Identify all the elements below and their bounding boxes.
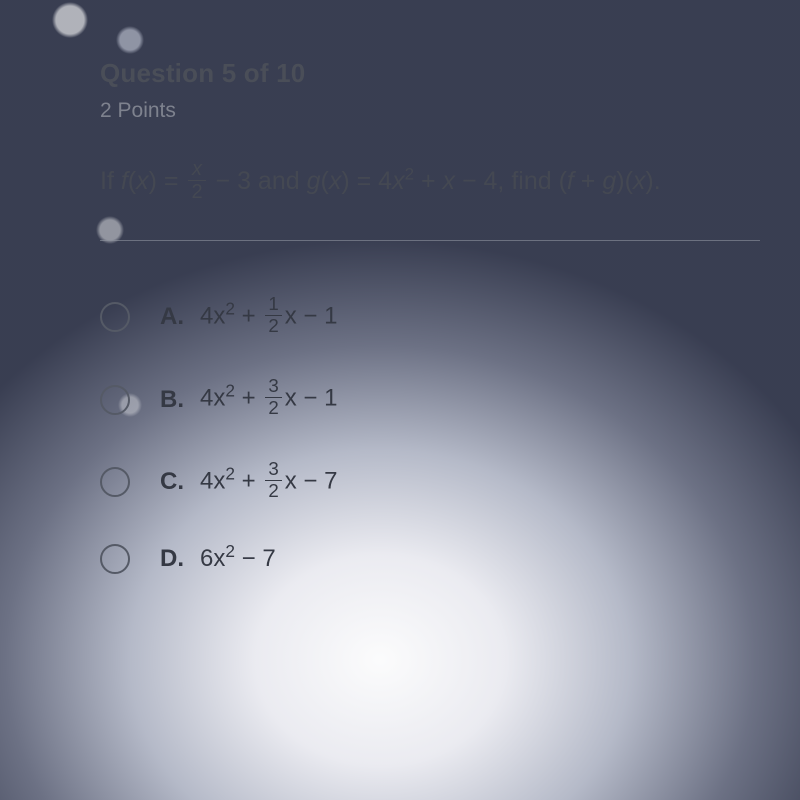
choice-expression: 4x2 + 32x − 1 bbox=[200, 379, 337, 419]
radio-icon[interactable] bbox=[100, 302, 130, 332]
question-title: Question 5 of 10 bbox=[100, 58, 800, 89]
radio-icon[interactable] bbox=[100, 467, 130, 497]
question-stem: If f(x) = x2 − 3 and g(x) = 4x2 + x − 4,… bbox=[100, 161, 800, 204]
choice-expression: 6x2 − 7 bbox=[200, 545, 276, 573]
question-page: Question 5 of 10 2 Points If f(x) = x2 −… bbox=[0, 0, 800, 574]
choice-b[interactable]: B. 4x2 + 32x − 1 bbox=[100, 379, 800, 419]
divider-line bbox=[100, 240, 760, 241]
f-rhs: x2 − 3 bbox=[185, 167, 251, 195]
g-rhs: 4x2 + x − 4, bbox=[378, 167, 504, 195]
stem-find: find (f + g)(x). bbox=[504, 167, 660, 195]
stem-prefix: If bbox=[100, 167, 121, 195]
stem-and: and bbox=[251, 167, 307, 195]
radio-icon[interactable] bbox=[100, 544, 130, 574]
choice-letter: B. bbox=[160, 386, 186, 414]
choice-c[interactable]: C. 4x2 + 32x − 7 bbox=[100, 462, 800, 502]
f-lhs: f(x) = bbox=[121, 167, 186, 195]
choice-a[interactable]: A. 4x2 + 12x − 1 bbox=[100, 297, 800, 337]
choice-letter: D. bbox=[160, 545, 186, 573]
question-points: 2 Points bbox=[100, 99, 800, 123]
choice-expression: 4x2 + 12x − 1 bbox=[200, 297, 337, 337]
answer-choices: A. 4x2 + 12x − 1 B. 4x2 + 32x − 1 C. 4x2… bbox=[100, 297, 800, 574]
radio-icon[interactable] bbox=[100, 385, 130, 415]
choice-letter: A. bbox=[160, 303, 186, 331]
choice-letter: C. bbox=[160, 468, 186, 496]
choice-expression: 4x2 + 32x − 7 bbox=[200, 462, 337, 502]
g-lhs: g(x) = bbox=[307, 167, 379, 195]
choice-d[interactable]: D. 6x2 − 7 bbox=[100, 544, 800, 574]
